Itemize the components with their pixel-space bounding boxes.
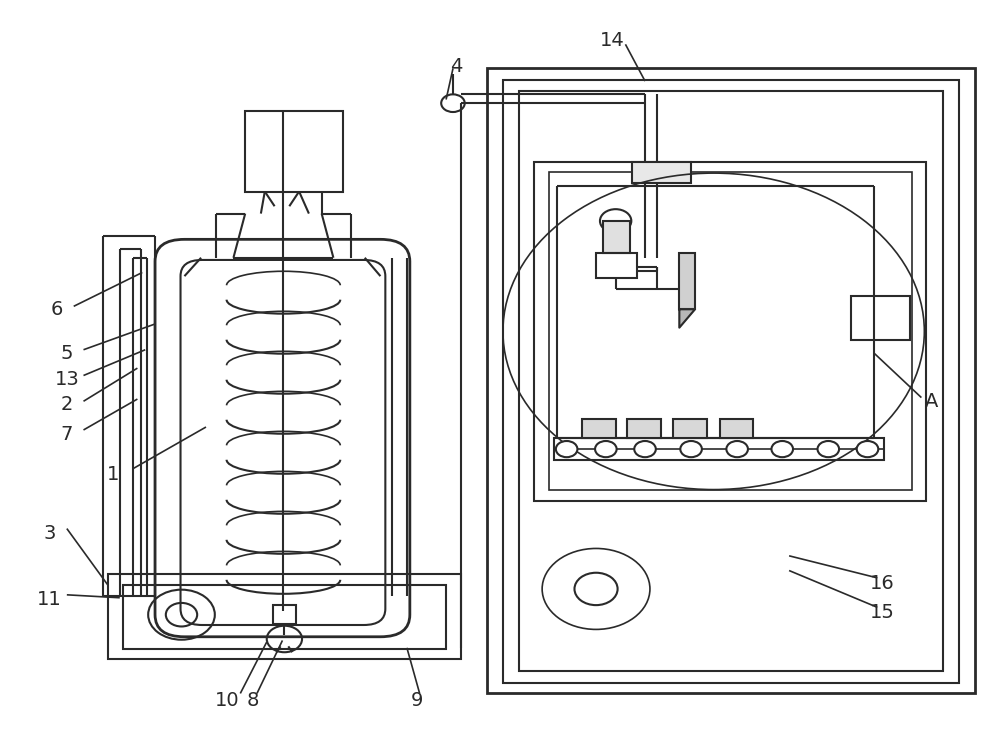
Bar (596, 253, 637, 279)
Text: 13: 13 (54, 369, 79, 389)
Text: 6: 6 (51, 300, 63, 318)
Text: 14: 14 (600, 31, 625, 50)
Bar (679, 253, 695, 309)
Bar (487, 68, 975, 693)
Bar (554, 438, 884, 460)
Bar (632, 162, 691, 182)
Bar (720, 419, 753, 438)
Bar (851, 296, 910, 340)
Text: 9: 9 (411, 692, 423, 710)
Text: 4: 4 (450, 57, 462, 76)
Bar (673, 419, 707, 438)
Text: 7: 7 (61, 425, 73, 444)
Text: A: A (925, 392, 938, 411)
Text: 5: 5 (61, 344, 73, 363)
Text: 8: 8 (247, 692, 259, 710)
Text: 15: 15 (870, 603, 895, 622)
Circle shape (726, 441, 748, 457)
Circle shape (595, 441, 617, 457)
Polygon shape (679, 309, 695, 327)
Circle shape (771, 441, 793, 457)
Text: 11: 11 (37, 590, 62, 610)
Text: 16: 16 (870, 574, 895, 593)
Bar (245, 110, 343, 192)
Bar (534, 162, 926, 501)
Circle shape (680, 441, 702, 457)
Circle shape (857, 441, 878, 457)
Text: 2: 2 (61, 396, 73, 415)
Bar (582, 419, 616, 438)
Bar (519, 92, 943, 671)
Circle shape (818, 441, 839, 457)
Bar (503, 80, 959, 683)
Bar (123, 584, 446, 650)
Text: 1: 1 (107, 466, 119, 484)
Text: 3: 3 (43, 524, 55, 543)
Bar (549, 172, 912, 490)
Bar (108, 575, 461, 659)
Bar (627, 419, 661, 438)
Circle shape (556, 441, 577, 457)
Bar (603, 221, 630, 253)
Text: 10: 10 (215, 692, 240, 710)
Circle shape (634, 441, 656, 457)
Bar (273, 605, 296, 623)
